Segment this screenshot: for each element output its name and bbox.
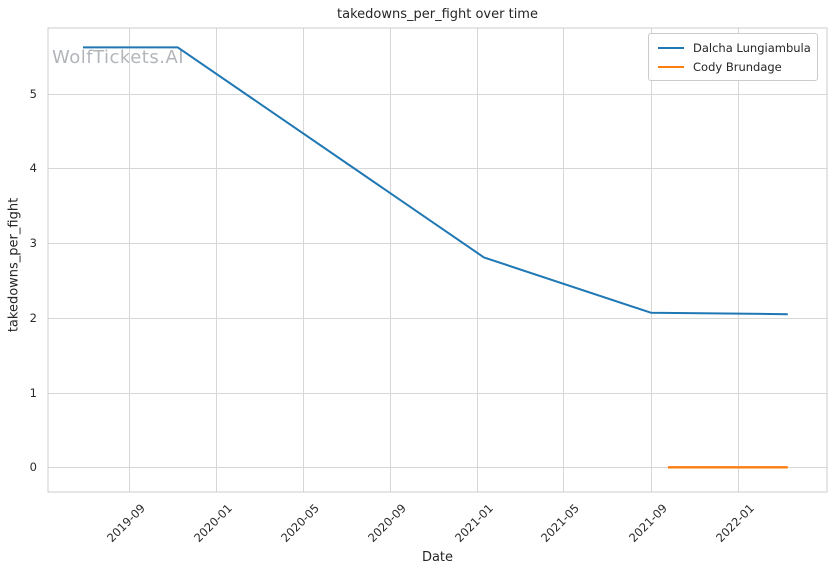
series-line-dalcha-lungiambula (83, 46, 788, 316)
watermark: WolfTickets.AI (52, 47, 185, 68)
legend: Dalcha Lungiambula Cody Brundage (648, 33, 818, 81)
plot-border (47, 27, 828, 493)
legend-label: Cody Brundage (693, 59, 782, 74)
legend-item-cody-brundage: Cody Brundage (658, 57, 808, 76)
y-tick-label: 3 (29, 236, 37, 251)
legend-label: Dalcha Lungiambula (693, 40, 811, 55)
chart-title: takedowns_per_fight over time (337, 7, 538, 22)
y-tick-label: 5 (29, 86, 37, 101)
y-tick-label: 2 (29, 310, 37, 325)
y-tick-label: 4 (29, 161, 37, 176)
y-tick-label: 1 (29, 385, 37, 400)
legend-line-swatch-blue (658, 46, 684, 49)
x-axis-label: Date (421, 550, 454, 565)
legend-item-dalcha-lungiambula: Dalcha Lungiambula (658, 38, 811, 57)
y-tick-label: 0 (29, 460, 37, 475)
legend-line-swatch-orange (658, 65, 684, 68)
